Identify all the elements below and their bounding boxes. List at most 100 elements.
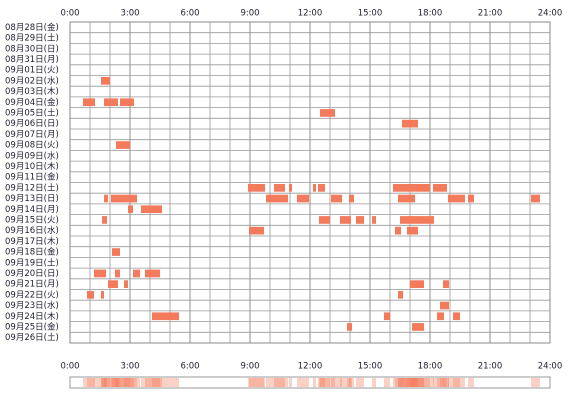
row-label: 09月01日(火) bbox=[5, 66, 59, 76]
row-label: 08月30日(日) bbox=[5, 44, 59, 54]
activity-bar bbox=[347, 323, 352, 331]
density-segment bbox=[393, 378, 430, 387]
activity-bar bbox=[274, 184, 285, 192]
activity-bar bbox=[437, 312, 444, 321]
density-strip bbox=[69, 376, 551, 389]
activity-bar bbox=[395, 226, 401, 235]
row-label: 09月05日(土) bbox=[5, 107, 59, 118]
activity-bar bbox=[297, 194, 309, 203]
activity-bar bbox=[289, 184, 292, 192]
activity-bar bbox=[400, 216, 434, 224]
density-segment bbox=[319, 378, 330, 387]
activity-bar bbox=[128, 205, 133, 214]
x-tick-label-top: 3:00 bbox=[120, 9, 139, 19]
density-segment bbox=[349, 378, 354, 387]
activity-bar bbox=[410, 280, 424, 288]
density-segment bbox=[116, 378, 130, 387]
density-segment bbox=[115, 378, 120, 387]
activity-bar bbox=[340, 216, 351, 224]
row-label: 09月24日(木) bbox=[5, 311, 59, 322]
density-segment bbox=[340, 378, 351, 387]
density-segment bbox=[102, 378, 107, 387]
activity-bar bbox=[111, 194, 137, 203]
density-segment bbox=[453, 378, 460, 387]
density-segment bbox=[448, 378, 465, 387]
x-tick-label-top: 21:00 bbox=[478, 9, 503, 19]
density-segment bbox=[248, 378, 265, 387]
row-label: 09月15日(火) bbox=[5, 215, 59, 225]
activity-bar bbox=[372, 216, 376, 224]
x-tick-label-bottom: 9:00 bbox=[240, 362, 259, 372]
row-label: 09月07日(月) bbox=[5, 130, 59, 140]
density-segment bbox=[372, 378, 376, 387]
activity-bar bbox=[356, 216, 364, 224]
row-label: 09月26日(土) bbox=[5, 332, 59, 343]
activity-bar bbox=[320, 109, 335, 117]
density-segment bbox=[320, 378, 335, 387]
x-tick-label-top: 12:00 bbox=[298, 9, 323, 19]
density-segment bbox=[410, 378, 424, 387]
activity-bar bbox=[112, 248, 120, 256]
row-label: 08月29日(土) bbox=[5, 33, 59, 44]
activity-bar bbox=[101, 291, 104, 299]
activity-bar bbox=[398, 194, 415, 203]
activity-bar bbox=[349, 194, 354, 203]
row-label: 09月22日(火) bbox=[5, 290, 59, 300]
activity-bar bbox=[448, 194, 465, 203]
row-label: 09月21日(月) bbox=[5, 280, 59, 290]
activity-bar bbox=[531, 194, 540, 203]
density-segment bbox=[398, 378, 415, 387]
density-segment bbox=[437, 378, 444, 387]
row-label: 09月19日(土) bbox=[5, 257, 59, 268]
activity-bar bbox=[319, 216, 330, 224]
row-label: 09月04日(金) bbox=[5, 97, 59, 108]
row-label: 09月18日(金) bbox=[5, 247, 59, 258]
row-label: 09月23日(水) bbox=[5, 300, 59, 311]
activity-bar bbox=[141, 205, 162, 214]
row-label: 09月09日(水) bbox=[5, 150, 59, 161]
row-label: 09月08日(火) bbox=[5, 141, 59, 151]
density-segment bbox=[141, 378, 162, 387]
x-tick-label-top: 6:00 bbox=[180, 9, 199, 19]
activity-bar bbox=[453, 312, 460, 321]
density-segment bbox=[111, 378, 137, 387]
row-label: 09月16日(水) bbox=[5, 225, 59, 236]
activity-bar bbox=[87, 291, 94, 299]
density-segment bbox=[443, 378, 449, 387]
density-segment bbox=[87, 378, 94, 387]
activity-bar bbox=[266, 194, 288, 203]
activity-bar bbox=[83, 98, 95, 107]
activity-bar bbox=[124, 280, 128, 288]
density-segment bbox=[407, 378, 418, 387]
row-label: 09月02日(水) bbox=[5, 75, 59, 86]
density-segment bbox=[133, 378, 140, 387]
x-tick-label-bottom: 12:00 bbox=[298, 362, 323, 372]
density-segment bbox=[398, 378, 403, 387]
activity-bar bbox=[249, 226, 264, 235]
activity-bar bbox=[412, 323, 424, 331]
activity-bar bbox=[101, 77, 110, 85]
density-segment bbox=[318, 378, 325, 387]
density-segment bbox=[274, 378, 285, 387]
density-segment bbox=[433, 378, 447, 387]
activity-bar bbox=[116, 141, 130, 149]
density-segment bbox=[440, 378, 449, 387]
activity-bar bbox=[384, 312, 390, 321]
density-segment bbox=[124, 378, 128, 387]
density-segment bbox=[313, 378, 316, 387]
density-segment bbox=[101, 378, 110, 387]
activity-bar bbox=[108, 280, 118, 288]
row-label: 08月31日(月) bbox=[5, 55, 59, 65]
activity-bar bbox=[393, 184, 430, 192]
density-segment bbox=[289, 378, 292, 387]
row-label: 09月12日(土) bbox=[5, 182, 59, 193]
density-segment bbox=[128, 378, 133, 387]
x-tick-label-bottom: 21:00 bbox=[478, 362, 503, 372]
density-segment bbox=[402, 378, 418, 387]
row-label: 09月14日(月) bbox=[5, 205, 59, 215]
activity-bar bbox=[443, 280, 449, 288]
activity-bar bbox=[120, 98, 134, 107]
row-label: 09月25日(金) bbox=[5, 321, 59, 332]
density-segment bbox=[347, 378, 352, 387]
